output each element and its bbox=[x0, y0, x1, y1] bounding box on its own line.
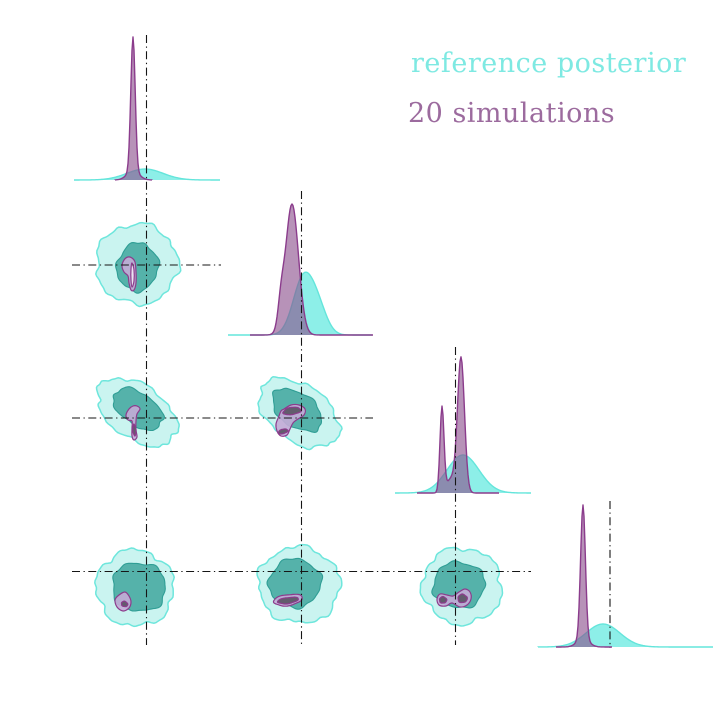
contour-simulation bbox=[282, 406, 302, 416]
kde-reference-curve bbox=[537, 623, 713, 648]
contour-simulation bbox=[276, 596, 299, 605]
contour-simulation bbox=[130, 262, 135, 288]
contour-simulation bbox=[125, 405, 141, 441]
contour-inner-reference bbox=[114, 242, 161, 294]
contour-simulation bbox=[120, 600, 129, 608]
contour-simulation bbox=[132, 423, 137, 437]
kde-simulation-curve bbox=[114, 36, 153, 181]
kde-simulation-curve bbox=[556, 504, 612, 648]
contour-simulation bbox=[438, 596, 448, 604]
legend-simulations: 20 simulations bbox=[408, 98, 616, 129]
kde-simulation-curve bbox=[250, 203, 373, 336]
contour-simulation bbox=[277, 428, 289, 435]
legend-reference-posterior: reference posterior bbox=[411, 48, 687, 79]
kde-simulation-curve bbox=[417, 356, 499, 494]
contour-simulation bbox=[457, 593, 468, 604]
